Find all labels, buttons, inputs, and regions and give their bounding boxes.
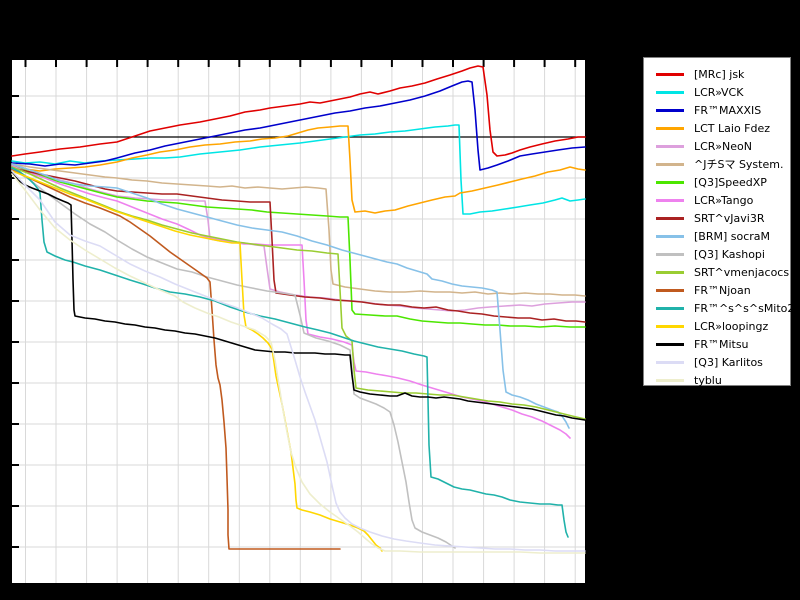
series-line-17 [11, 173, 586, 554]
legend-label: SRT^vJavi3R [694, 211, 765, 225]
series-line-9 [11, 163, 570, 429]
legend-label: LCR»Tango [694, 193, 754, 207]
legend-swatch [656, 360, 684, 364]
series-line-3 [11, 125, 586, 214]
legend-swatch [656, 306, 684, 310]
legend-swatch [656, 324, 684, 328]
legend-swatch [656, 126, 684, 130]
legend-item-11: SRT^vmenjacocs [644, 263, 790, 281]
legend-label: [BRM] socraM [694, 229, 771, 243]
series-line-6 [11, 165, 586, 328]
series-line-16 [11, 170, 586, 552]
series-line-12 [11, 169, 341, 550]
legend-label: LCR»VCK [694, 85, 744, 99]
legend-item-10: [Q3] Kashopi [644, 245, 790, 263]
legend-label: LCR»loopingz [694, 319, 769, 333]
series-line-10 [11, 168, 456, 549]
series-line-2 [11, 80, 586, 171]
legend-swatch [656, 108, 684, 112]
legend-swatch [656, 72, 684, 76]
legend-swatch [656, 216, 684, 220]
legend-label: ^JチSマ System. [694, 158, 784, 171]
legend-swatch [656, 234, 684, 238]
legend-swatch [656, 342, 684, 346]
legend-swatch [656, 162, 684, 166]
legend-item-13: FR™^s^s^sMito21 [644, 299, 800, 317]
legend-label: FR™MAXXIS [694, 103, 762, 117]
legend-label: FR™Njoan [694, 283, 751, 297]
legend-label: FR™Mitsu [694, 337, 749, 351]
legend-label: SRT^vmenjacocs [694, 265, 790, 279]
legend-swatch [656, 198, 684, 202]
legend-item-7: LCR»Tango [644, 191, 790, 209]
series-line-13 [11, 167, 569, 538]
legend-item-1: LCR»VCK [644, 83, 790, 101]
legend-item-16: [Q3] Karlitos [644, 353, 790, 371]
legend-label: LCR»NeoN [694, 139, 752, 153]
legend-item-12: FR™Njoan [644, 281, 790, 299]
legend-label: [Q3] Kashopi [694, 247, 765, 261]
legend-item-4: LCR»NeoN [644, 137, 790, 155]
chart-legend: [MRc] jsk LCR»VCK FR™MAXXIS LCT Laio Fdez LC… [643, 57, 800, 389]
legend-swatch [656, 252, 684, 256]
legend-label: [MRc] jsk [694, 67, 745, 81]
legend-swatch [656, 144, 684, 148]
legend-label: [Q3]SpeedXP [694, 175, 767, 189]
legend-item-14: LCR»loopingz [644, 317, 790, 335]
series-line-1 [11, 124, 586, 215]
legend-label: LCT Laio Fdez [694, 121, 771, 135]
legend-label: [Q3] Karlitos [694, 355, 763, 369]
legend-item-2: FR™MAXXIS [644, 101, 790, 119]
series-line-0 [11, 65, 586, 157]
legend-item-15: FR™Mitsu [644, 335, 790, 353]
series-line-5 [11, 163, 586, 297]
legend-item-8: SRT^vJavi3R [644, 209, 790, 227]
legend-item-6: [Q3]SpeedXP [644, 173, 790, 191]
legend-item-9: [BRM] socraM [644, 227, 790, 245]
legend-label: FR™^s^s^sMito21 [694, 301, 800, 315]
legend-swatch [656, 270, 684, 274]
legend-item-17: tyblu [644, 371, 790, 389]
legend-swatch [656, 90, 684, 94]
legend-item-0: [MRc] jsk [644, 65, 790, 83]
legend-swatch [656, 288, 684, 292]
series-line-15 [11, 172, 586, 421]
legend-item-5: ^JチSマ System. [644, 155, 790, 173]
legend-swatch [656, 378, 684, 382]
legend-item-3: LCT Laio Fdez [644, 119, 790, 137]
legend-swatch [656, 180, 684, 184]
legend-label: tyblu [694, 373, 722, 387]
